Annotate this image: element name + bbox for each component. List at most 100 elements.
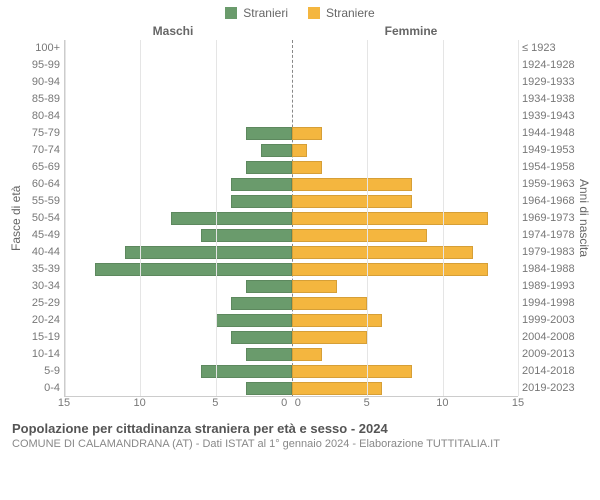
birth-year-tick: 1934-1938 — [522, 91, 576, 108]
bar-row — [65, 346, 518, 363]
bar-row — [65, 380, 518, 397]
x-tick: 10 — [436, 397, 448, 409]
birth-year-tick: 2014-2018 — [522, 363, 576, 380]
age-tick: 55-59 — [24, 193, 60, 210]
x-tick: 10 — [134, 397, 146, 409]
age-tick: 15-19 — [24, 329, 60, 346]
plot-area — [64, 40, 518, 397]
age-tick: 65-69 — [24, 159, 60, 176]
age-tick: 10-14 — [24, 346, 60, 363]
age-tick: 80-84 — [24, 108, 60, 125]
x-tick: 15 — [512, 397, 524, 409]
birth-year-tick: 2004-2008 — [522, 329, 576, 346]
birth-year-tick: 1969-1973 — [522, 210, 576, 227]
birth-year-tick: 1974-1978 — [522, 227, 576, 244]
birth-year-tick: 1939-1943 — [522, 108, 576, 125]
gridline — [518, 40, 519, 396]
bar-male — [231, 331, 291, 344]
bar-row — [65, 278, 518, 295]
gridline — [443, 40, 444, 396]
legend: Stranieri Straniere — [0, 0, 600, 20]
age-tick: 35-39 — [24, 261, 60, 278]
bar-female — [292, 144, 307, 157]
header-female: Femmine — [292, 24, 530, 38]
bar-male — [171, 212, 292, 225]
bar-male — [216, 314, 291, 327]
birth-year-tick: 1924-1928 — [522, 57, 576, 74]
birth-year-tick: 1994-1998 — [522, 295, 576, 312]
bar-female — [292, 348, 322, 361]
bar-row — [65, 40, 518, 57]
bar-female — [292, 263, 488, 276]
bar-male — [231, 195, 291, 208]
birth-year-tick: 2019-2023 — [522, 380, 576, 397]
bar-row — [65, 57, 518, 74]
birth-year-tick: 1989-1993 — [522, 278, 576, 295]
gridline — [216, 40, 217, 396]
age-tick: 40-44 — [24, 244, 60, 261]
bar-row — [65, 159, 518, 176]
bar-row — [65, 329, 518, 346]
bar-row — [65, 261, 518, 278]
birth-year-tick: ≤ 1923 — [522, 40, 576, 57]
chart-subtitle: COMUNE DI CALAMANDRANA (AT) - Dati ISTAT… — [12, 438, 588, 450]
y-axis-label-right: Anni di nascita — [576, 40, 592, 397]
age-tick: 75-79 — [24, 125, 60, 142]
gridline — [65, 40, 66, 396]
bar-row — [65, 91, 518, 108]
bar-male — [201, 365, 292, 378]
age-tick: 90-94 — [24, 74, 60, 91]
age-tick: 50-54 — [24, 210, 60, 227]
bar-male — [246, 382, 291, 395]
birth-year-tick: 1984-1988 — [522, 261, 576, 278]
bar-female — [292, 195, 413, 208]
bar-male — [246, 161, 291, 174]
bar-row — [65, 74, 518, 91]
bar-row — [65, 227, 518, 244]
legend-male: Stranieri — [225, 6, 288, 20]
age-tick: 5-9 — [24, 363, 60, 380]
bar-female — [292, 127, 322, 140]
birth-year-tick: 2009-2013 — [522, 346, 576, 363]
footer: Popolazione per cittadinanza straniera p… — [12, 421, 588, 450]
birth-year-tick: 1979-1983 — [522, 244, 576, 261]
age-tick: 70-74 — [24, 142, 60, 159]
x-tick: 15 — [58, 397, 70, 409]
bar-row — [65, 193, 518, 210]
birth-year-tick: 1944-1948 — [522, 125, 576, 142]
gridline — [140, 40, 141, 396]
bar-female — [292, 314, 383, 327]
x-tick: 0 — [281, 397, 287, 409]
birth-year-tick: 1959-1963 — [522, 176, 576, 193]
birth-year-tick: 1954-1958 — [522, 159, 576, 176]
age-tick: 95-99 — [24, 57, 60, 74]
column-headers: Maschi Femmine — [0, 24, 600, 38]
bar-female — [292, 331, 367, 344]
legend-female: Straniere — [308, 6, 375, 20]
chart-title: Popolazione per cittadinanza straniera p… — [12, 421, 588, 436]
bar-male — [246, 127, 291, 140]
age-tick: 100+ — [24, 40, 60, 57]
x-tick: 5 — [212, 397, 218, 409]
bar-row — [65, 312, 518, 329]
birth-year-tick: 1964-1968 — [522, 193, 576, 210]
bar-male — [201, 229, 292, 242]
bar-row — [65, 295, 518, 312]
legend-swatch-female — [308, 7, 320, 19]
age-tick: 60-64 — [24, 176, 60, 193]
x-axis-track: 151050051015 — [64, 397, 518, 413]
bar-female — [292, 365, 413, 378]
y-axis-label-left: Fasce di età — [8, 40, 24, 397]
legend-female-label: Straniere — [326, 6, 375, 20]
x-axis: 151050051015 — [8, 397, 592, 413]
bar-row — [65, 176, 518, 193]
bar-male — [231, 178, 291, 191]
bar-row — [65, 210, 518, 227]
bar-male — [261, 144, 291, 157]
age-tick: 25-29 — [24, 295, 60, 312]
bar-male — [246, 280, 291, 293]
gridline — [367, 40, 368, 396]
bar-male — [246, 348, 291, 361]
age-tick: 0-4 — [24, 380, 60, 397]
age-tick: 85-89 — [24, 91, 60, 108]
